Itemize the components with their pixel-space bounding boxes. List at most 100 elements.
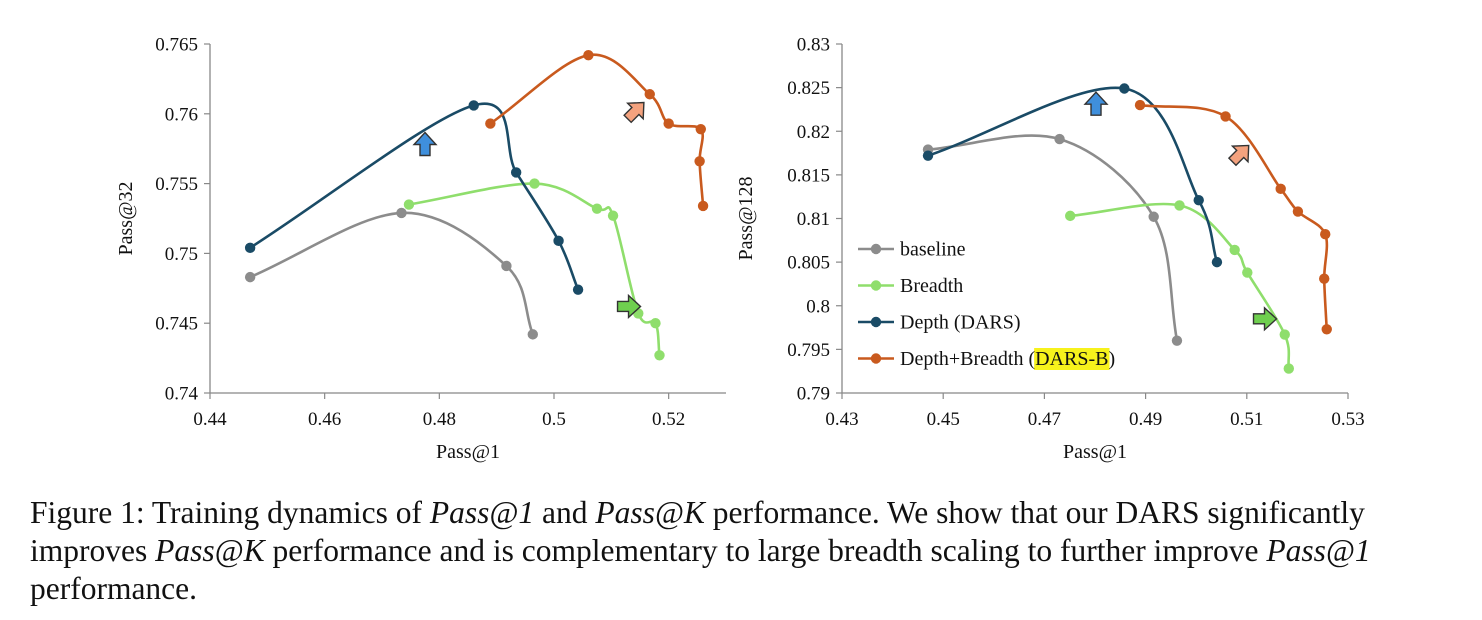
series-line-depth_breadth — [1138, 103, 1329, 331]
caption-text: performance. We show that our DARS signi… — [30, 495, 1365, 568]
series-depth — [244, 100, 584, 295]
data-point-depth_breadth — [1292, 206, 1304, 217]
figure: 0.74 0.745 0.75 0.755 0.76 0.765 0.44 0.46 0.48 0… — [115, 35, 1365, 464]
chart-pass32: 0.74 0.745 0.75 0.755 0.76 0.765 0.44 0.46 0.48 0… — [115, 35, 726, 463]
x-tick-label: 0.5 — [542, 409, 566, 430]
legend: baseline Breadth Depth (DARS) Depth+Breadth… — [858, 239, 1115, 370]
series-baseline — [922, 133, 1183, 346]
data-point-depth_breadth — [1319, 273, 1330, 284]
data-point-depth_breadth — [663, 118, 674, 129]
x-tick-label: 0.44 — [193, 409, 227, 430]
data-point-breadth — [1242, 267, 1253, 278]
data-point-depth — [1193, 194, 1204, 206]
data-point-depth_breadth — [697, 200, 709, 212]
caption-italic-text: Pass@K — [595, 495, 705, 530]
arrow-green-icon — [1252, 306, 1278, 332]
legend-swatch-marker — [870, 316, 882, 328]
x-tick-label: 0.53 — [1331, 409, 1364, 430]
data-point-depth_breadth — [1275, 183, 1286, 195]
figure-caption: Figure 1: Training dynamics of Pass@1 an… — [30, 494, 1460, 608]
arrow-blue-icon — [412, 131, 438, 157]
data-point-baseline — [396, 207, 407, 219]
data-point-breadth — [1065, 210, 1076, 222]
y-tick-label: 0.75 — [165, 244, 198, 265]
legend-highlight-box — [1034, 348, 1110, 370]
x-tick-label: 0.43 — [825, 409, 858, 430]
data-point-depth — [244, 242, 256, 254]
series-depth_breadth — [485, 49, 709, 212]
y-tick-label: 0.825 — [787, 78, 830, 99]
arrow-orange-icon — [1227, 144, 1250, 167]
y-tick-label: 0.765 — [155, 35, 198, 56]
series-line-depth — [926, 86, 1219, 264]
caption-text: Figure 1: Training dynamics of — [30, 495, 430, 530]
arrow-orange-icon — [623, 101, 645, 124]
x-tick-label: 0.49 — [1129, 409, 1162, 430]
data-point-breadth — [1283, 363, 1294, 374]
data-point-baseline — [1171, 335, 1183, 346]
y-tick-label: 0.76 — [165, 104, 198, 125]
y-tick-label: 0.74 — [165, 384, 199, 405]
series-line-baseline — [926, 134, 1179, 342]
arrow-green-icon — [616, 293, 642, 320]
data-point-breadth — [591, 203, 603, 214]
data-point-depth — [922, 150, 934, 161]
caption-text: and — [534, 495, 596, 530]
data-point-breadth — [650, 318, 661, 329]
y-tick-label: 0.815 — [787, 165, 830, 186]
legend-label-highlight: DARS-B — [1035, 348, 1108, 370]
y-axis-title: Pass@128 — [735, 177, 757, 261]
data-point-depth_breadth — [485, 118, 496, 129]
arrow-blue-icon — [1083, 91, 1109, 116]
series-breadth — [1065, 200, 1294, 374]
legend-label-part: ) — [1109, 348, 1116, 370]
data-point-depth_breadth — [695, 123, 706, 135]
data-point-baseline — [1148, 211, 1159, 222]
caption-text: performance and is complementary to larg… — [264, 533, 1267, 568]
data-point-baseline — [244, 271, 256, 283]
data-point-breadth — [654, 350, 665, 361]
data-point-breadth — [607, 210, 619, 221]
series-line-depth — [248, 102, 580, 291]
data-point-depth_breadth — [1134, 99, 1146, 111]
y-tick-label: 0.8 — [806, 296, 830, 317]
data-point-baseline — [1054, 133, 1065, 145]
y-tick-label: 0.805 — [787, 253, 830, 274]
legend-label-part: Depth+Breadth ( — [900, 348, 1035, 370]
data-point-breadth — [1279, 329, 1290, 340]
series-depth — [922, 83, 1223, 268]
x-tick-label: 0.45 — [927, 409, 960, 430]
x-tick-label: 0.48 — [423, 409, 456, 430]
y-tick-label: 0.82 — [797, 122, 830, 143]
data-point-depth — [1119, 83, 1130, 94]
series-baseline — [244, 207, 538, 340]
legend-label: Breadth — [900, 275, 963, 297]
legend-swatch-marker — [870, 280, 882, 291]
legend-entry-baseline: baseline — [858, 239, 966, 261]
chart-pass128: 0.79 0.795 0.8 0.805 0.81 0.815 0.82 0.825 0.83 0… — [735, 35, 1365, 464]
y-tick-label: 0.81 — [797, 209, 830, 230]
caption-italic-text: Pass@1 — [1266, 533, 1371, 568]
data-point-depth_breadth — [1320, 229, 1331, 240]
data-point-depth_breadth — [583, 49, 594, 61]
series-depth_breadth — [1134, 99, 1332, 335]
legend-swatch-marker — [870, 353, 882, 364]
legend-entry-depth: Depth (DARS) — [858, 312, 1021, 334]
data-point-depth — [1211, 256, 1223, 268]
legend-label: Depth (DARS) — [900, 312, 1021, 334]
x-axis-title: Pass@1 — [436, 441, 500, 463]
series-line-baseline — [248, 211, 535, 336]
data-point-breadth — [529, 178, 540, 189]
caption-italic-text: Pass@1 — [429, 495, 535, 530]
x-tick-label: 0.47 — [1028, 409, 1061, 430]
data-point-depth_breadth — [1220, 111, 1231, 122]
data-point-breadth — [1174, 200, 1185, 211]
legend-label: Depth+Breadth (DARS-B) — [900, 348, 1115, 370]
y-tick-label: 0.83 — [797, 35, 830, 56]
y-tick-label: 0.745 — [155, 314, 198, 335]
caption-italic-text: Pass@K — [155, 533, 265, 568]
x-tick-label: 0.52 — [652, 409, 685, 430]
x-tick-label: 0.51 — [1230, 409, 1263, 430]
data-point-breadth — [1229, 244, 1240, 256]
data-point-depth — [572, 284, 584, 295]
